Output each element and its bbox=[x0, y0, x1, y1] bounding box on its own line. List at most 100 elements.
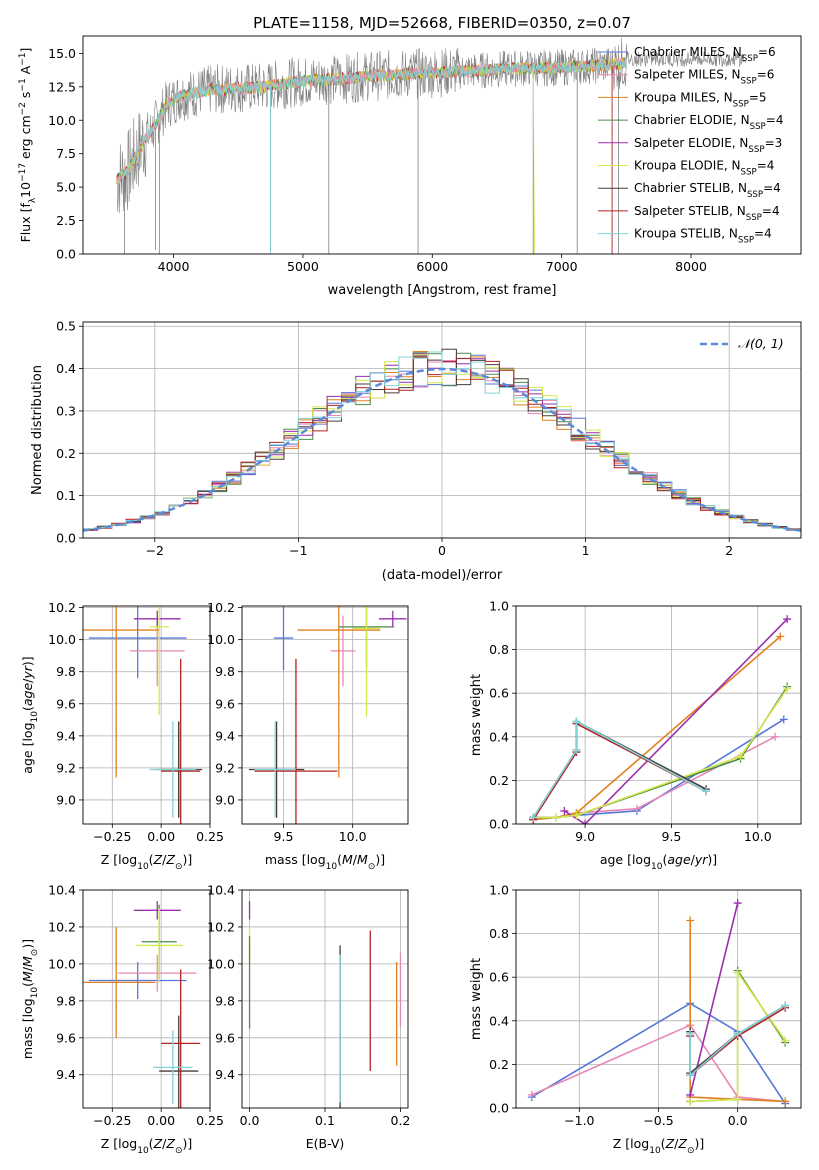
x-tick-label: 0.1 bbox=[315, 1113, 335, 1128]
y-tick-label: 0.6 bbox=[489, 970, 509, 985]
series-line-chabrier_stelib bbox=[532, 720, 707, 818]
axes-frame bbox=[82, 35, 802, 255]
x-tick-label: 0.00 bbox=[147, 829, 175, 844]
x-axis-label: E(B-V) bbox=[306, 1136, 345, 1151]
series-marker bbox=[781, 1097, 790, 1106]
series-line-kroupa_miles bbox=[533, 635, 781, 821]
series-marker bbox=[560, 806, 569, 815]
x-tick-label: −1.0 bbox=[564, 1113, 594, 1128]
data-point-kroupa_elodie bbox=[149, 606, 169, 715]
series-line-salpeter_miles bbox=[531, 1024, 786, 1103]
x-tick-label: −0.5 bbox=[643, 1113, 673, 1128]
y-tick-label: 9.6 bbox=[215, 1030, 235, 1045]
y-tick-label: 9.4 bbox=[56, 728, 76, 743]
y-tick-label: 7.5 bbox=[56, 146, 76, 161]
series-marker bbox=[776, 632, 785, 641]
series-marker bbox=[581, 820, 590, 824]
series-line-salpeter_elodie bbox=[689, 902, 739, 1102]
series-marker bbox=[781, 1036, 790, 1045]
y-tick-label: 0.0 bbox=[56, 247, 76, 262]
error-bars bbox=[248, 901, 402, 1108]
series-marker bbox=[572, 717, 581, 726]
series-line-kroupa_elodie bbox=[533, 688, 788, 819]
x-axis-label: mass [log10(M/M⊙)] bbox=[265, 852, 385, 872]
x-tick-label: 10.0 bbox=[339, 829, 367, 844]
x-tick-label: 0.00 bbox=[147, 1113, 175, 1128]
data-point-kroupa_stelib bbox=[254, 721, 296, 818]
data-point-salpeter_stelib bbox=[161, 658, 201, 824]
legend-label: Salpeter STELIB, NSSP=4 bbox=[634, 204, 780, 223]
panel-residual-histogram: −2 −1 0 1 2 0.0 0.1 0.2 0.3 0.4 0.5 (data-model)/er… bbox=[30, 319, 802, 583]
y-tick-label: 9.8 bbox=[215, 664, 235, 679]
x-tick-label: 6000 bbox=[416, 259, 448, 274]
series-marker bbox=[781, 1001, 790, 1010]
y-tick-label: 9.0 bbox=[56, 792, 76, 807]
x-tick-label: 10.0 bbox=[744, 829, 772, 844]
x-axis-label: (data-model)/error bbox=[382, 568, 503, 583]
y-axis-label: mass [log10(M/M⊙)] bbox=[20, 939, 40, 1059]
y-axis-label: age [log10(age/yr)] bbox=[20, 656, 40, 773]
series-line-kroupa_miles bbox=[689, 920, 786, 1103]
series-line-chabrier_miles bbox=[533, 718, 785, 821]
y-tick-label: 10.0 bbox=[207, 956, 235, 971]
data-point-chabrier_miles bbox=[273, 606, 294, 671]
legend-label: 𝒩(0, 1) bbox=[738, 336, 784, 351]
y-axis-label: Flux [fλ10−17 erg cm−2 s−1 A−1] bbox=[18, 48, 38, 243]
data-point-kroupa_elodie bbox=[352, 606, 381, 717]
x-tick-label: 7000 bbox=[546, 259, 578, 274]
y-tick-label: 0.3 bbox=[56, 403, 76, 418]
y-axis-label: mass weight bbox=[469, 958, 484, 1040]
legend-label: Kroupa ELODIE, NSSP=4 bbox=[634, 159, 774, 178]
y-tick-label: 0.0 bbox=[489, 817, 509, 832]
axes-frame bbox=[82, 889, 211, 1109]
weight-series bbox=[529, 615, 792, 824]
y-tick-label: 10.0 bbox=[207, 632, 235, 647]
series-marker bbox=[779, 715, 788, 724]
series-line-chabrier_elodie bbox=[533, 686, 788, 819]
x-tick-label: 0.0 bbox=[240, 1113, 260, 1128]
data-point-kroupa_elodie bbox=[135, 908, 183, 983]
y-tick-label: 0.2 bbox=[489, 1057, 509, 1072]
data-point-kroupa_miles bbox=[83, 926, 156, 1038]
x-tick-label: 9.0 bbox=[575, 829, 595, 844]
y-tick-label: 0.0 bbox=[489, 1101, 509, 1116]
panel-massweight-vs-age: 9.0 9.5 10.0 0.0 0.2 0.4 0.6 0.8 1.0 age [log10(a… bbox=[469, 599, 802, 872]
x-tick-label: −0.25 bbox=[93, 829, 131, 844]
panel-mass-vs-metallicity: −0.25 0.00 0.25 9.4 9.6 9.8 10.0 10.2 10.4 Z [log… bbox=[20, 883, 224, 1157]
y-tick-label: 0.2 bbox=[56, 446, 76, 461]
y-tick-label: 9.2 bbox=[56, 760, 76, 775]
x-tick-label: 9.5 bbox=[274, 829, 294, 844]
data-point-chabrier_miles bbox=[88, 606, 187, 679]
y-tick-label: 10.0 bbox=[48, 113, 76, 128]
y-tick-label: 1.0 bbox=[489, 883, 509, 898]
legend-label: Chabrier ELODIE, NSSP=4 bbox=[634, 113, 783, 132]
data-point-salpeter_stelib bbox=[161, 969, 201, 1108]
x-tick-label: 8000 bbox=[675, 259, 707, 274]
error-bars bbox=[83, 901, 201, 1108]
legend-label: Chabrier STELIB, NSSP=4 bbox=[634, 181, 781, 200]
model-spike bbox=[532, 68, 535, 254]
panel-spectrum: 4000 5000 6000 7000 8000 0.0 2.5 5.0 7.5 10.0 12.5… bbox=[18, 14, 802, 298]
series-line-chabrier_miles bbox=[531, 1002, 786, 1105]
series-marker bbox=[783, 684, 792, 693]
y-tick-label: 0.0 bbox=[56, 531, 76, 546]
x-tick-label: 0.2 bbox=[391, 1113, 411, 1128]
series-marker bbox=[702, 787, 710, 796]
y-axis-label: Normed distribution bbox=[30, 365, 45, 495]
data-point-salpeter_stelib bbox=[254, 658, 338, 824]
legend: Chabrier MILES, NSSP=6 Salpeter MILES, NS… bbox=[598, 45, 783, 246]
x-tick-label: 9.5 bbox=[662, 829, 682, 844]
error-bars bbox=[83, 606, 203, 824]
series-line-salpeter_miles bbox=[533, 736, 776, 819]
y-tick-label: 10.0 bbox=[48, 956, 76, 971]
x-axis-label: Z [log10(Z/Z⊙)] bbox=[613, 1136, 705, 1156]
series-marker bbox=[733, 1029, 742, 1038]
axes-frame bbox=[515, 889, 802, 1109]
y-tick-label: 0.8 bbox=[489, 926, 509, 941]
series-marker bbox=[771, 732, 780, 741]
chart-title: PLATE=1158, MJD=52668, FIBERID=0350, z=0… bbox=[253, 14, 631, 32]
data-point-chabrier_miles bbox=[88, 962, 187, 999]
x-axis-label: age [log10(age/yr)] bbox=[600, 852, 717, 872]
series-marker bbox=[783, 615, 792, 624]
